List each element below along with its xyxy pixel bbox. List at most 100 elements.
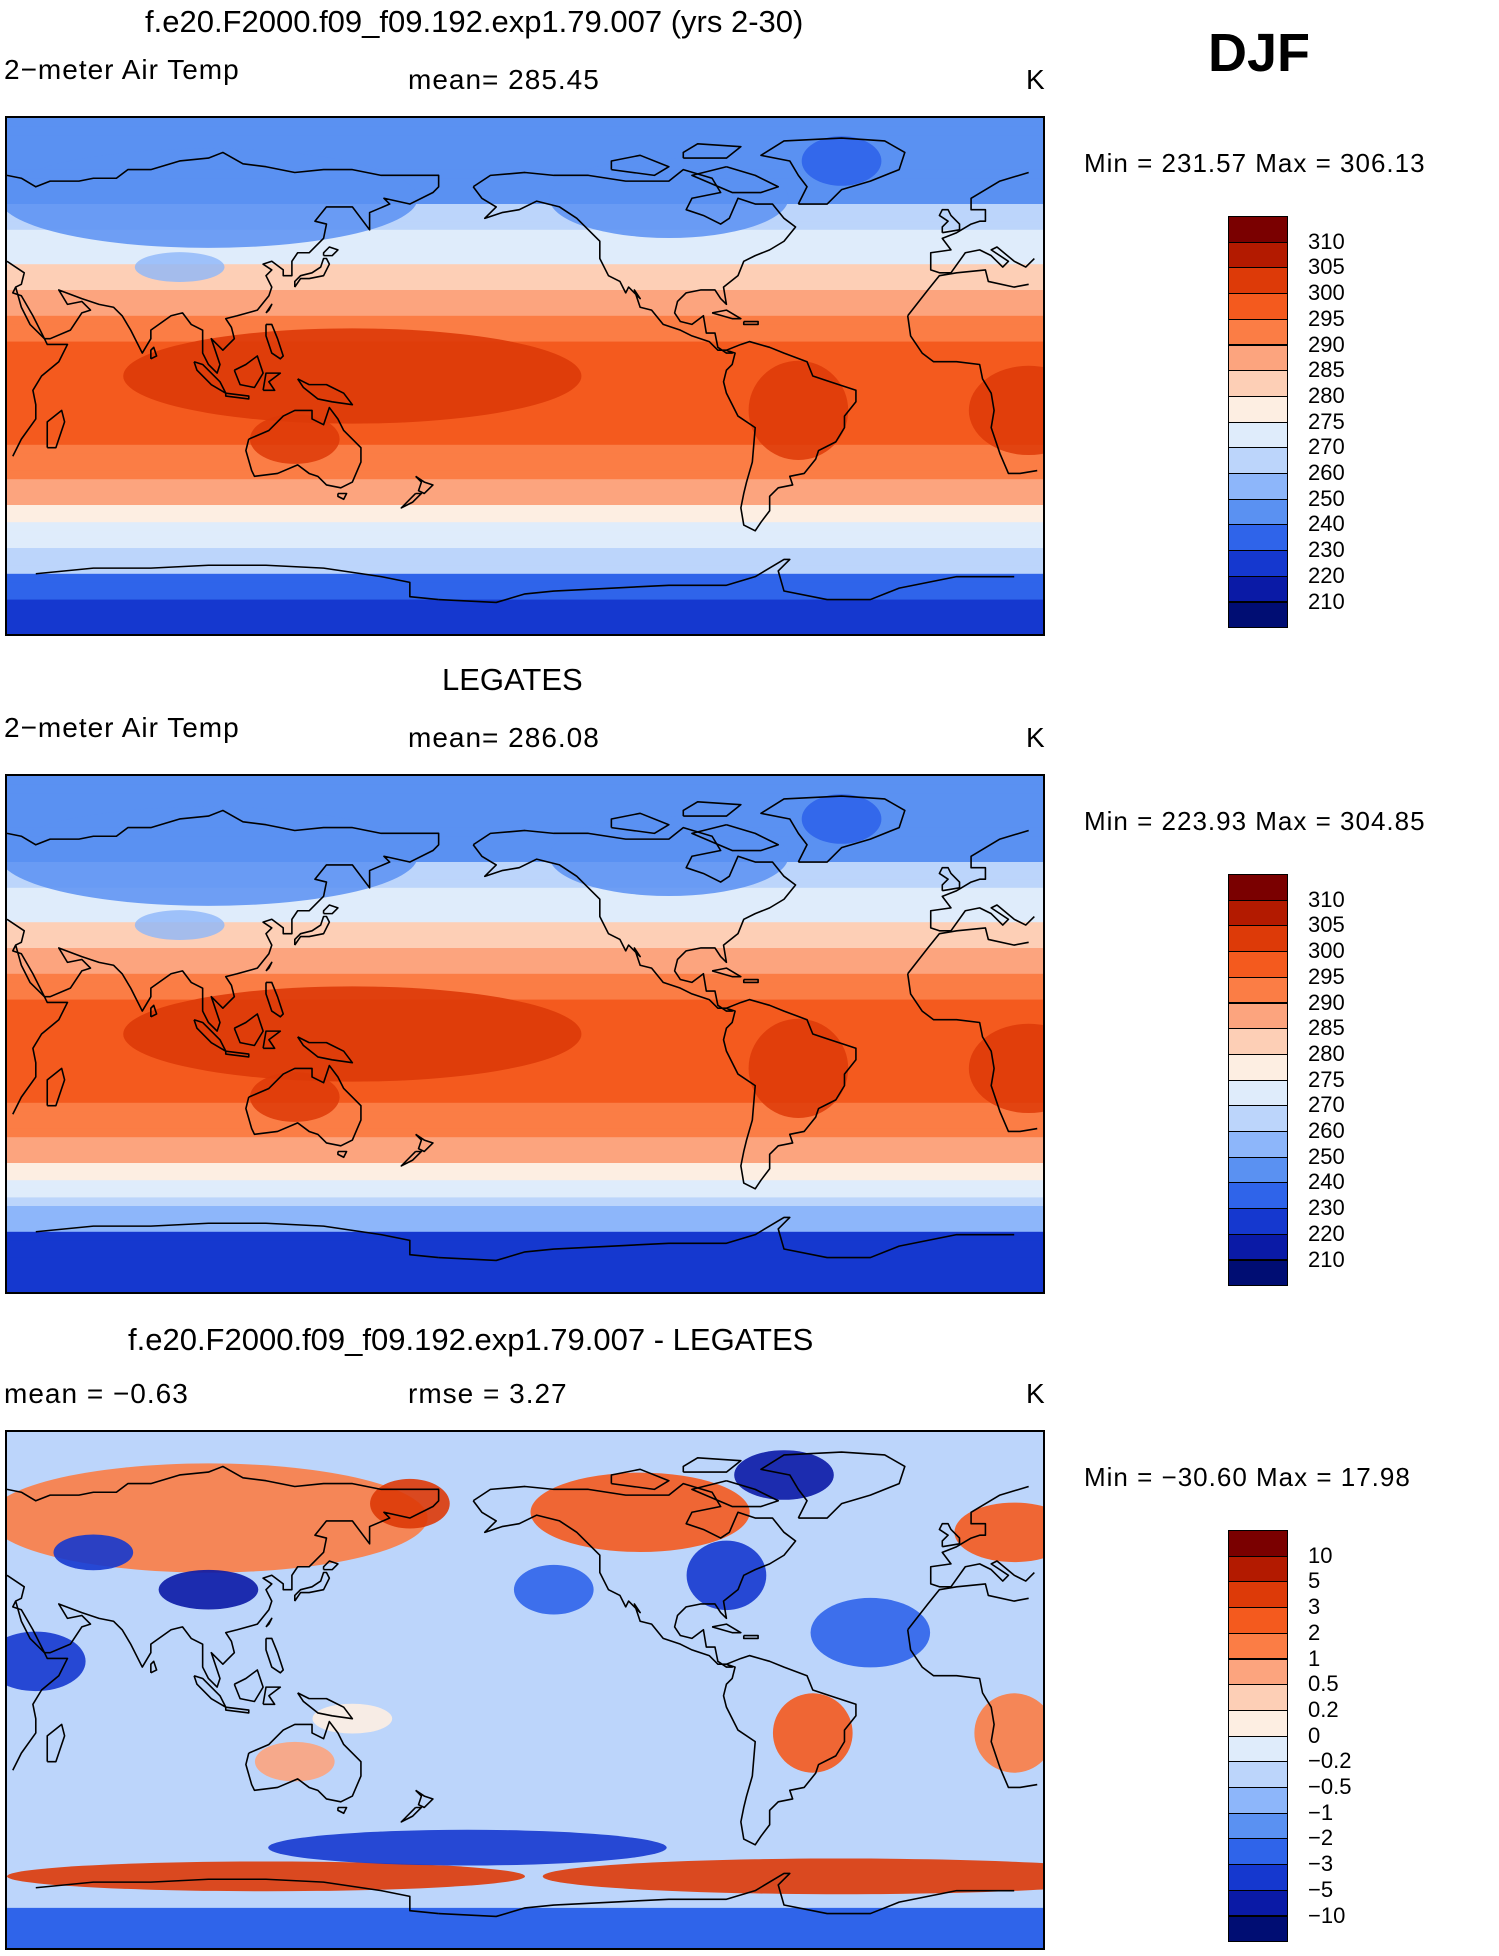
colorbar-swatch: [1228, 318, 1288, 346]
colorbar-tick-label: 1: [1308, 1645, 1321, 1671]
colorbar-swatch: [1228, 1864, 1288, 1891]
colorbar-tick-label: −10: [1308, 1902, 1346, 1928]
colorbar-tick-label: 285: [1308, 1015, 1345, 1041]
colorbar-swatch: [1228, 1259, 1288, 1287]
colorbar-tick-label: 270: [1308, 434, 1345, 460]
panel-1-map: [5, 116, 1045, 636]
colorbar-swatch: [1228, 1105, 1288, 1132]
colorbar-swatch: [1228, 874, 1288, 901]
colorbar-tick-label: 295: [1308, 305, 1345, 331]
colorbar-swatch: [1228, 498, 1288, 526]
colorbar-swatch: [1228, 1684, 1288, 1711]
panel-2-minmax: Min = 223.93 Max = 304.85: [1084, 806, 1426, 836]
colorbar-tick-label: 220: [1308, 562, 1345, 588]
panel-2-map: [5, 774, 1045, 1294]
colorbar-tick-label: 260: [1308, 1118, 1345, 1143]
season-label: DJF: [1208, 23, 1311, 83]
colorbar-swatch: [1228, 1812, 1288, 1840]
colorbar-swatch: [1228, 1632, 1288, 1660]
colorbar-swatch: [1228, 601, 1288, 629]
colorbar-swatch: [1228, 524, 1288, 552]
colorbar-tick-label: 300: [1308, 938, 1345, 964]
colorbar-tick-label: 250: [1308, 485, 1345, 511]
colorbar-tick-label: 280: [1308, 1040, 1345, 1066]
colorbar-tick-label: 210: [1308, 1246, 1345, 1272]
colorbar-tick-label: 300: [1308, 280, 1345, 306]
panel-2-variable-label: 2−meter Air Temp: [4, 712, 240, 743]
colorbar-swatch: [1228, 1079, 1288, 1107]
colorbar-swatch: [1228, 575, 1288, 603]
colorbar-swatch: [1228, 1555, 1288, 1583]
colorbar-tick-label: 3: [1308, 1594, 1321, 1620]
colorbar-tick-label: 240: [1308, 511, 1345, 537]
colorbar-tick-label: 295: [1308, 963, 1345, 989]
colorbar-tick-label: 0.5: [1308, 1671, 1339, 1697]
colorbar-swatch: [1228, 344, 1288, 372]
colorbar-tick-label: −3: [1308, 1851, 1334, 1877]
colorbar-swatch: [1228, 1735, 1288, 1763]
colorbar-swatch: [1228, 1889, 1288, 1917]
panel-3-title: f.e20.F2000.f09_f09.192.exp1.79.007 - LE…: [128, 1322, 814, 1357]
colorbar-swatch: [1228, 447, 1288, 474]
colorbar-tick-label: 240: [1308, 1169, 1345, 1195]
colorbar-swatch: [1228, 267, 1288, 295]
colorbar-swatch: [1228, 1709, 1288, 1737]
colorbar-swatch: [1228, 1838, 1288, 1866]
colorbar-swatch: [1228, 1131, 1288, 1158]
colorbar-tick-label: 5: [1308, 1568, 1321, 1594]
colorbar-tick-label: 10: [1308, 1542, 1333, 1568]
panel-3-mean-label: mean = −0.63: [4, 1378, 189, 1409]
colorbar-swatch: [1228, 951, 1288, 978]
panel-1-units: K: [1026, 64, 1046, 95]
panel-1-mean-label: mean= 285.45: [408, 64, 600, 95]
colorbar-swatch: [1228, 1761, 1288, 1788]
colorbar-swatch: [1228, 241, 1288, 269]
colorbar-swatch: [1228, 1182, 1288, 1210]
colorbar-swatch: [1228, 1915, 1288, 1943]
colorbar-swatch: [1228, 1233, 1288, 1261]
colorbar-tick-label: 275: [1308, 1066, 1345, 1092]
panel-1-variable-label: 2−meter Air Temp: [4, 54, 240, 85]
colorbar-tick-label: 210: [1308, 588, 1345, 614]
colorbar-swatch: [1228, 473, 1288, 500]
panel-3-rmse-label: rmse = 3.27: [408, 1378, 568, 1409]
colorbar-swatch: [1228, 1208, 1288, 1235]
colorbar-swatch: [1228, 1002, 1288, 1030]
colorbar-tick-label: 290: [1308, 989, 1345, 1015]
colorbar-swatch: [1228, 1530, 1288, 1557]
colorbar-tick-label: 250: [1308, 1143, 1345, 1169]
colorbar-tick-label: −5: [1308, 1876, 1334, 1902]
colorbar-swatch: [1228, 899, 1288, 927]
colorbar-tick-label: −0.2: [1308, 1748, 1352, 1774]
colorbar-swatch: [1228, 1658, 1288, 1686]
colorbar-swatch: [1228, 293, 1288, 320]
colorbar-tick-label: 290: [1308, 331, 1345, 357]
panel-1-title: f.e20.F2000.f09_f09.192.exp1.79.007 (yrs…: [145, 4, 804, 39]
panel-3-units: K: [1026, 1378, 1046, 1409]
colorbar-tick-label: 230: [1308, 537, 1345, 563]
colorbar-tick-label: 280: [1308, 382, 1345, 408]
colorbar-swatch: [1228, 1028, 1288, 1055]
colorbar-swatch: [1228, 550, 1288, 577]
colorbar-tick-label: 305: [1308, 912, 1345, 938]
colorbar-swatch: [1228, 1156, 1288, 1184]
colorbar-tick-label: 0.2: [1308, 1696, 1339, 1722]
colorbar-swatch: [1228, 1053, 1288, 1081]
colorbar-tick-label: −1: [1308, 1799, 1334, 1825]
colorbar-tick-label: 260: [1308, 460, 1345, 485]
colorbar-swatch: [1228, 370, 1288, 397]
panel-2-title: LEGATES: [442, 662, 583, 697]
colorbar-swatch: [1228, 1787, 1288, 1814]
panel-2-units: K: [1026, 722, 1046, 753]
colorbar-tick-label: 2: [1308, 1619, 1321, 1645]
colorbar-swatch: [1228, 925, 1288, 953]
panel-1-minmax: Min = 231.57 Max = 306.13: [1084, 148, 1426, 178]
colorbar-tick-label: 0: [1308, 1722, 1321, 1748]
colorbar-swatch: [1228, 976, 1288, 1004]
colorbar-swatch: [1228, 216, 1288, 243]
colorbar-tick-label: 305: [1308, 254, 1345, 280]
colorbar-tick-label: 310: [1308, 228, 1345, 254]
colorbar-swatch: [1228, 1607, 1288, 1634]
panel-2-mean-label: mean= 286.08: [408, 722, 600, 753]
colorbar-tick-label: 270: [1308, 1092, 1345, 1118]
